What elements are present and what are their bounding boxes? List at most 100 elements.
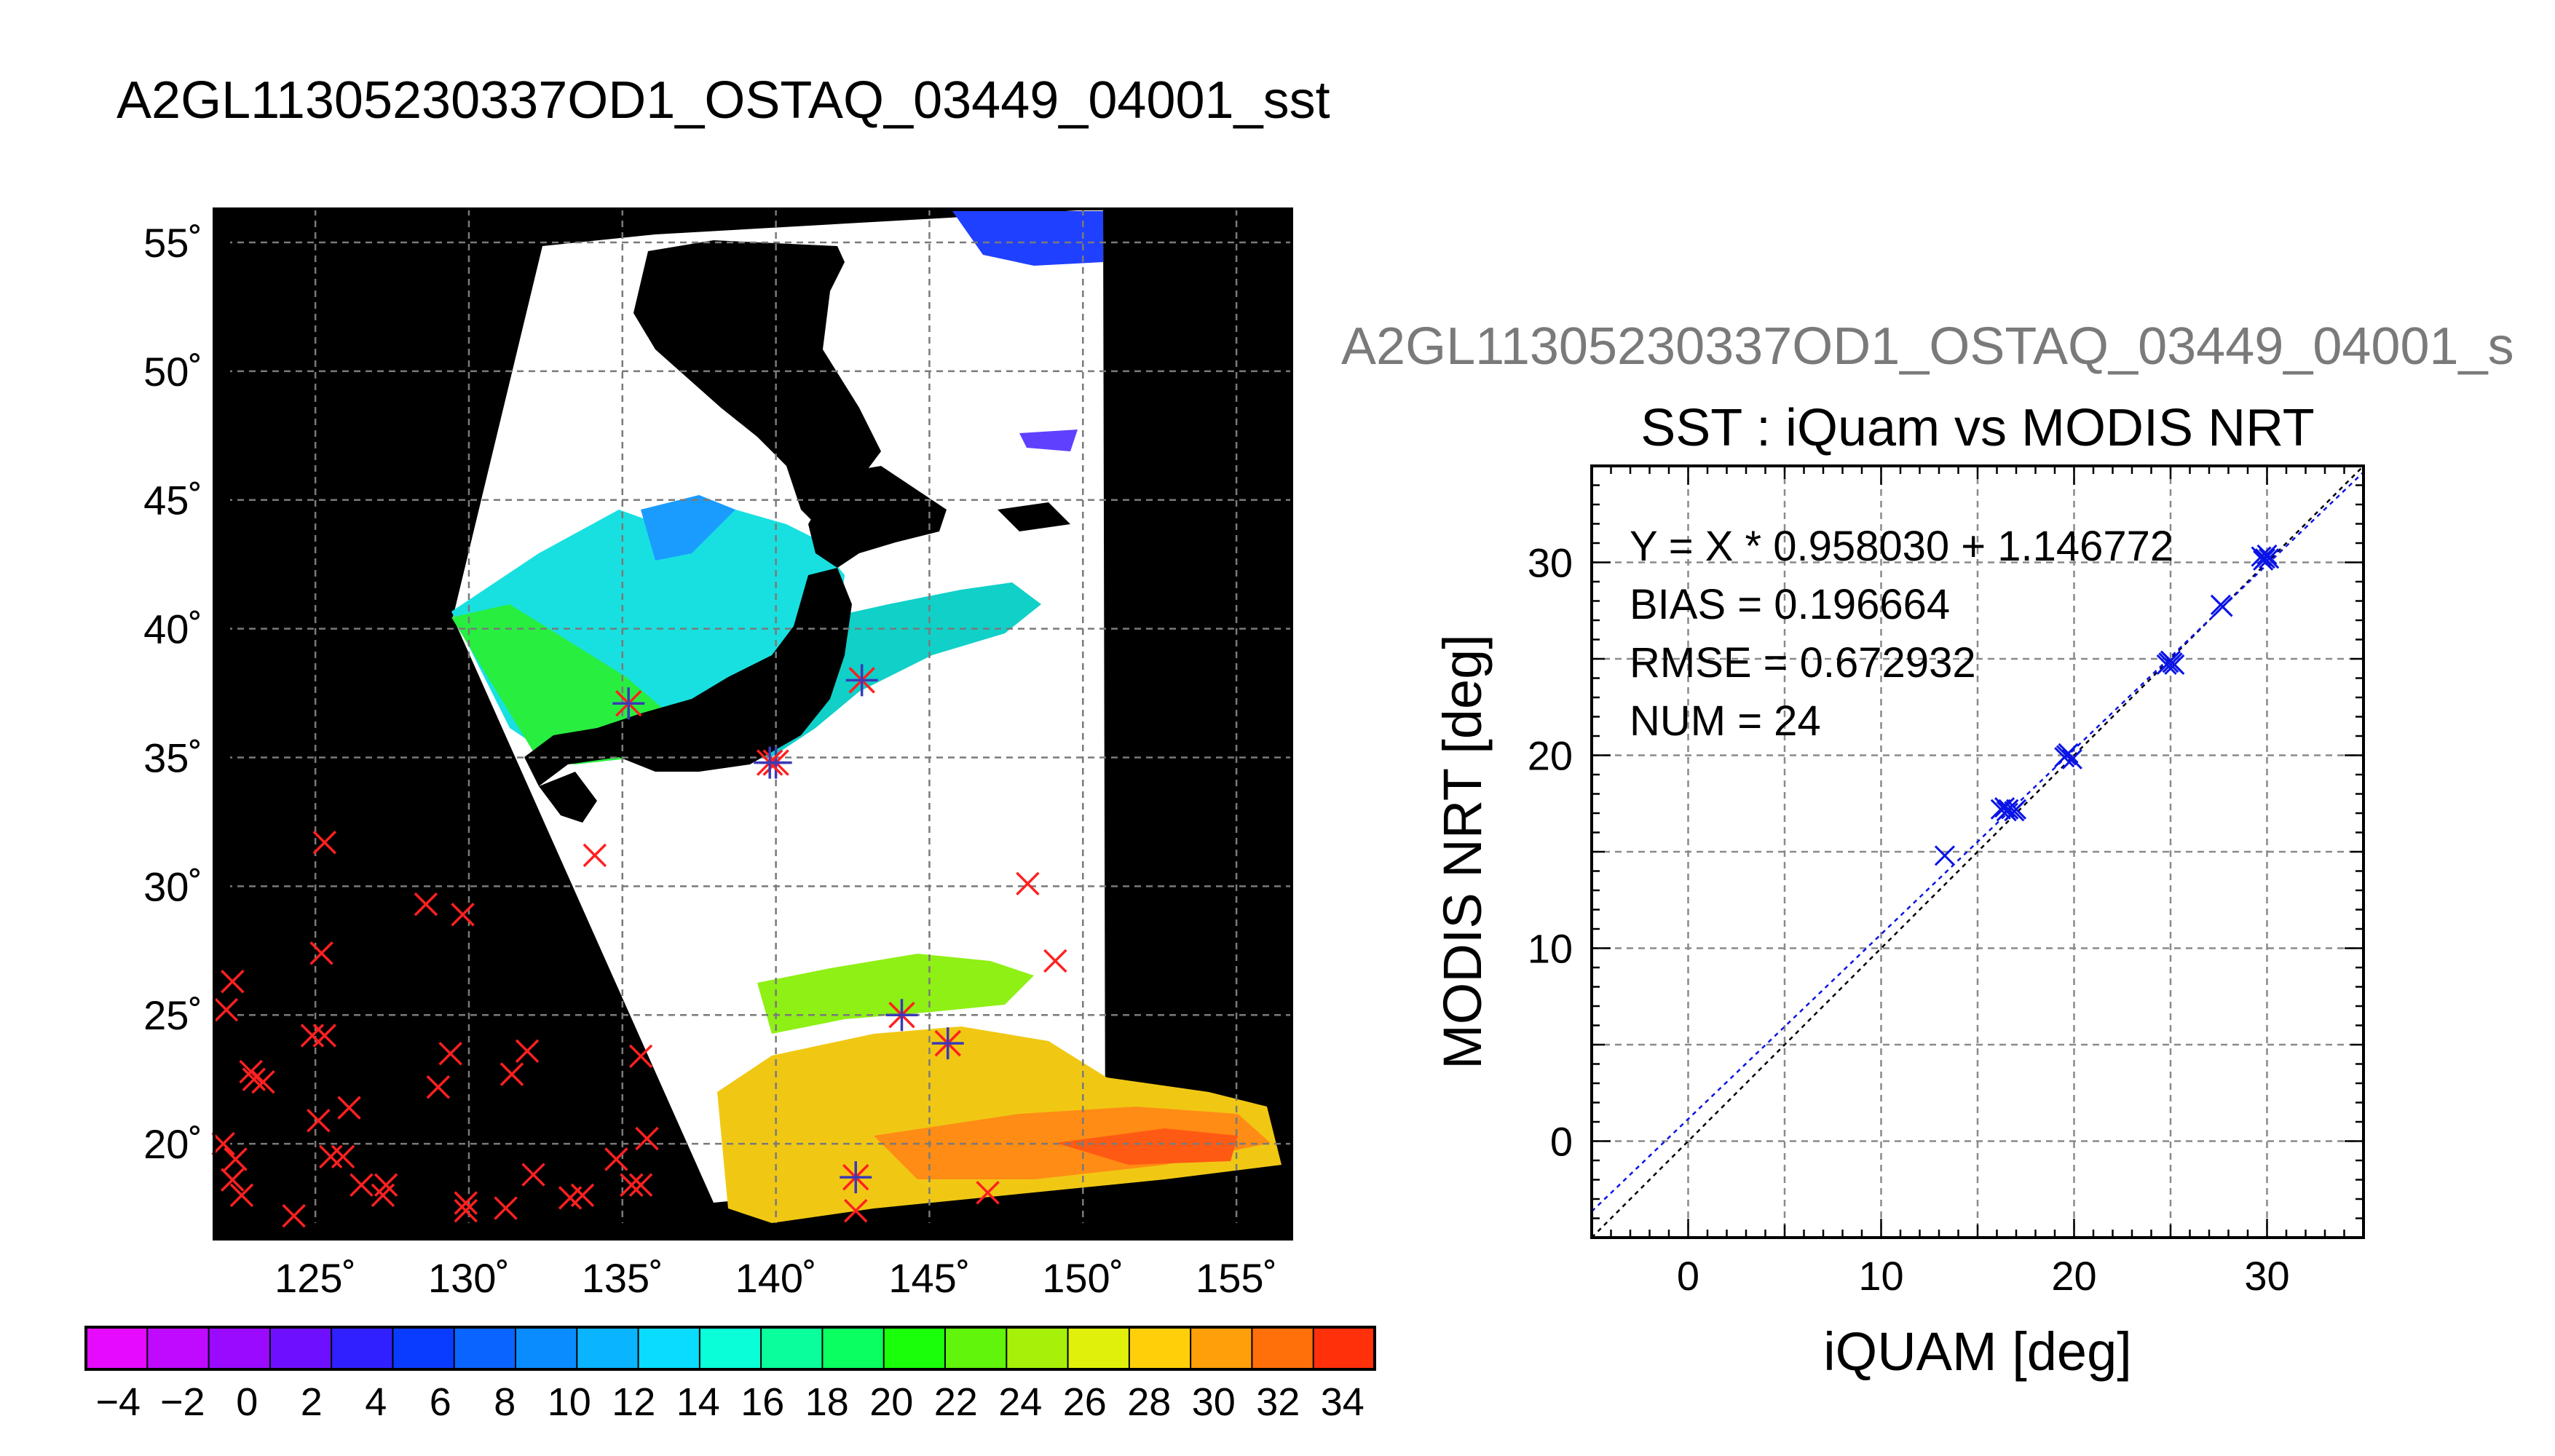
colorbar-tick-label: 0: [236, 1380, 258, 1424]
x-tick-label: 30: [2244, 1253, 2289, 1299]
colorbar-cell: [86, 1327, 148, 1369]
buoy-marker: [224, 1147, 248, 1171]
fit-equation: Y = X * 0.958030 + 1.146772: [1630, 523, 2173, 570]
land-hokkaido: [808, 466, 947, 568]
lon-tick-label: 130˚: [428, 1255, 510, 1301]
colorbar-tick-label: 10: [548, 1380, 591, 1424]
buoy-marker: [438, 1042, 462, 1066]
colorbar-tick-label: 28: [1127, 1380, 1171, 1424]
sst-colorbar: −4 −2 0 2 4 6 8 10 12 14 16 18 20 22 24 …: [84, 1326, 1376, 1424]
colorbar-cell: [1190, 1327, 1252, 1369]
y-tick-label: 30: [1528, 540, 1573, 586]
sst-patch-blue: [641, 495, 735, 561]
buoy-marker: [282, 1203, 306, 1228]
scatter-point-stroke: [2256, 544, 2278, 565]
y-tick-label: 20: [1528, 733, 1573, 779]
buoy-marker: [1016, 871, 1040, 896]
scatter-point: [2005, 799, 2027, 820]
lat-tick-label: 50˚: [143, 349, 202, 395]
sst-patch-lime: [757, 954, 1034, 1034]
scatter-point-stroke: [2061, 748, 2082, 769]
colorbar-tick-label: 18: [805, 1380, 849, 1424]
scatter-point-stroke: [2251, 546, 2272, 567]
scatter-file-title: A2GL11305230337OD1_OSTAQ_03449_04001_s: [1341, 317, 2514, 376]
buoy-marker: [570, 1183, 595, 1208]
lat-tick-label: 35˚: [143, 735, 202, 780]
colorbar-cell: [1067, 1327, 1130, 1369]
buoy-marker: [307, 1109, 331, 1133]
colorbar-cell: [208, 1327, 271, 1369]
sst-patch-blue-north: [952, 211, 1103, 266]
colorbar-tick-label: 24: [998, 1380, 1042, 1424]
lon-tick-label: 145˚: [888, 1255, 970, 1301]
regression-fit-line: [1591, 471, 2364, 1212]
colorbar-tick-label: 14: [676, 1380, 720, 1424]
colorbar-cell: [577, 1327, 639, 1369]
colorbar-cell: [1129, 1327, 1191, 1369]
land: [524, 240, 1070, 823]
scatter-point: [2256, 544, 2278, 565]
buoy-marker: [1043, 949, 1067, 973]
scatter-point: [2259, 548, 2280, 569]
buoy-marker: [583, 843, 607, 868]
scatter-point: [1934, 845, 1956, 866]
buoy-marker: [211, 1131, 235, 1156]
x-tick-label: 10: [1858, 1253, 1903, 1299]
buoy-marker: [620, 1173, 644, 1197]
y-axis-label: MODIS NRT [deg]: [1432, 634, 1493, 1069]
lat-tick-label: 20˚: [143, 1121, 202, 1167]
sst-patch-purple: [1019, 430, 1078, 451]
scatter-point-stroke: [1994, 796, 2015, 818]
buoy-marker: [229, 1183, 254, 1208]
land-sakhalin: [633, 240, 881, 524]
buoy-marker: [337, 1096, 361, 1120]
colorbar-tick-label: 22: [934, 1380, 978, 1424]
buoy-marker: [214, 997, 239, 1022]
bias-stat: BIAS = 0.196664: [1630, 581, 1950, 628]
scatter-points: [1934, 544, 2280, 866]
scatter-y-tick-labels: 0 10 20 30: [1528, 540, 1573, 1165]
rmse-stat: RMSE = 0.672932: [1630, 639, 1976, 687]
buoy-marker: [300, 1024, 325, 1048]
buoy-marker: [426, 1075, 451, 1099]
colorbar-cell: [883, 1327, 946, 1369]
map-longitude-labels: 125˚ 130˚ 135˚ 140˚ 145˚ 150˚ 155˚: [275, 1255, 1277, 1301]
buoy-marker: [499, 1062, 524, 1086]
colorbar-tick-label: −4: [95, 1380, 141, 1424]
buoy-marker: [844, 1198, 868, 1223]
buoy-marker: [221, 1168, 245, 1192]
colorbar-tick-label: 34: [1321, 1380, 1365, 1424]
buoy-marker: [350, 1173, 374, 1197]
buoy-marker: [221, 970, 245, 994]
buoy-marker: [374, 1173, 398, 1197]
colorbar-cell: [269, 1327, 332, 1369]
lat-tick-label: 45˚: [143, 478, 202, 523]
map-latitude-labels: 55˚ 50˚ 45˚ 40˚ 35˚ 30˚ 25˚ 20˚: [143, 220, 202, 1167]
buoy-marker: [239, 1059, 263, 1084]
colorbar-cell: [516, 1327, 577, 1369]
colorbar-cell: [1252, 1327, 1314, 1369]
lon-tick-label: 125˚: [275, 1255, 356, 1301]
scatter-point: [2251, 546, 2272, 567]
buoy-marker: [312, 1024, 337, 1048]
map-frame: [213, 207, 1293, 1241]
scatter-frame: [1590, 464, 2365, 1239]
colorbar-cell: [1313, 1327, 1375, 1369]
sst-map: 125˚ 130˚ 135˚ 140˚ 145˚ 150˚ 155˚ 55˚ 5…: [143, 207, 1293, 1301]
scatter-point-stroke: [2056, 745, 2077, 766]
colorbar-tick-label: −2: [160, 1380, 205, 1424]
buoy-marker: [635, 1126, 659, 1151]
buoy-marker: [251, 1069, 275, 1094]
scatter-point: [1998, 799, 2019, 820]
buoy-marker: [976, 1181, 1000, 1205]
colorbar-cell: [699, 1327, 762, 1369]
scatter-x-tick-labels: 0 10 20 30: [1677, 1253, 2290, 1299]
scatter-title: SST : iQuam vs MODIS NRT: [1640, 399, 2315, 457]
colorbar-tick-label: 12: [612, 1380, 655, 1424]
lat-tick-label: 40˚: [143, 606, 202, 652]
colorbar-tick-label: 30: [1192, 1380, 1236, 1424]
x-tick-label: 20: [2051, 1253, 2096, 1299]
buoy-marker: [521, 1163, 545, 1187]
colorbar-tick-label: 8: [494, 1380, 516, 1424]
